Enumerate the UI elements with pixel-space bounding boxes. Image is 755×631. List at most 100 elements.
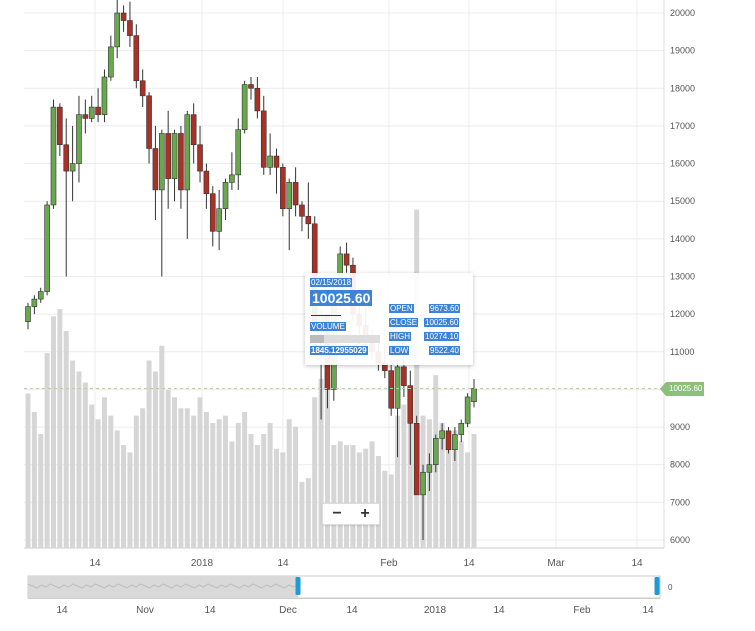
candle <box>114 0 120 59</box>
candle <box>178 125 184 209</box>
y-axis-ticks: 6000700080009000100001100012000130001400… <box>670 8 695 545</box>
tooltip-price: 10025.60 <box>310 290 373 306</box>
zoom-controls: − + <box>322 503 380 525</box>
tooltip-date: 02/15/2018 <box>310 278 353 287</box>
zoom-out-button[interactable]: − <box>332 505 342 522</box>
tooltip-high-label: HIGH <box>389 332 411 341</box>
candle <box>120 5 127 32</box>
volume-bar <box>108 415 114 548</box>
candle-body-up <box>114 12 120 48</box>
navigator-tick-label: 2018 <box>424 605 447 616</box>
volume-bar <box>235 422 241 548</box>
navigator-tick-label: 14 <box>204 605 216 616</box>
candle <box>88 95 95 123</box>
volume-bar <box>375 456 381 548</box>
candle <box>171 129 178 202</box>
volume-bar <box>184 408 190 548</box>
volume-bar <box>280 452 286 548</box>
candle-body-down <box>197 144 203 172</box>
volume-bar <box>318 378 324 548</box>
volume-bar <box>382 470 388 548</box>
tooltip-low-label: LOW <box>389 346 410 355</box>
x-tick-label: 14 <box>277 558 289 569</box>
candle <box>407 370 414 465</box>
candle <box>413 415 420 496</box>
candle-body-down <box>57 106 63 146</box>
volume-bar <box>407 389 413 548</box>
navigator-tick-label: Nov <box>136 605 154 616</box>
candle-body-down <box>63 144 70 172</box>
volume-bar <box>203 411 209 548</box>
candle-body-down <box>178 133 184 191</box>
candle <box>286 178 293 251</box>
volume-bar <box>369 441 375 548</box>
candle <box>165 110 171 209</box>
candle-body-up <box>171 133 178 179</box>
navigator-right-handle <box>654 577 660 595</box>
tooltip-low-value: 9522.40 <box>429 346 460 355</box>
volume-bar <box>254 445 260 548</box>
y-tick-label: 11000 <box>670 347 694 357</box>
volume-bar <box>312 397 318 548</box>
candle <box>394 363 401 458</box>
volume-bar <box>401 404 407 548</box>
volume-bar <box>152 371 158 548</box>
volume-bar <box>261 434 267 548</box>
volume-bar <box>439 422 445 548</box>
zoom-in-button[interactable]: + <box>360 505 370 522</box>
volume-bar <box>210 422 216 548</box>
candle <box>343 242 350 273</box>
y-tick-label: 17000 <box>670 121 695 131</box>
volume-bar <box>229 441 235 548</box>
candle <box>95 88 101 123</box>
volume-bar <box>101 397 107 548</box>
candle <box>388 359 394 416</box>
volume-bar <box>57 308 63 548</box>
candle <box>184 110 191 239</box>
navigator-series <box>27 583 299 589</box>
candle-body-down <box>248 84 254 89</box>
candle <box>37 287 44 303</box>
y-tick-label: 20000 <box>670 8 695 18</box>
candle <box>241 80 248 134</box>
x-tick-label: 14 <box>463 558 475 569</box>
navigator-tick-label: 14 <box>642 605 654 616</box>
volume-bar <box>44 353 50 548</box>
candle <box>229 152 235 190</box>
candle <box>152 125 159 221</box>
candle <box>44 201 50 296</box>
candle-body-down <box>401 366 407 386</box>
candle-body-down <box>152 148 159 191</box>
grid-lines <box>24 0 665 549</box>
navigator-handle <box>295 577 301 595</box>
volume-bar <box>114 430 120 548</box>
candle <box>203 163 210 209</box>
candle <box>280 163 286 217</box>
candle <box>133 24 140 89</box>
candle-body-up <box>286 182 293 210</box>
candle <box>197 125 203 183</box>
candle <box>159 129 165 277</box>
candle-body-up <box>471 388 477 403</box>
candle-body-down <box>280 167 286 210</box>
candle <box>235 118 242 190</box>
navigator[interactable]: 14 Nov 14 Dec 14 2018 14 Feb 14 <box>27 575 661 616</box>
candle-body-up <box>101 76 108 115</box>
candle <box>146 92 152 164</box>
volume-bar <box>178 408 184 548</box>
volume-bar <box>63 331 69 548</box>
candle <box>432 434 439 473</box>
candle <box>273 148 280 194</box>
candle-body-down <box>209 193 216 232</box>
candle-body-up <box>229 174 235 183</box>
candle-body-up <box>50 106 57 206</box>
candle <box>452 427 458 461</box>
candle-body-up <box>235 129 242 176</box>
candle <box>209 186 216 247</box>
candle-body-up <box>44 204 50 292</box>
tooltip-close-value: 10025.60 <box>424 318 460 327</box>
volume-bar <box>344 445 350 548</box>
tooltip-volume-label: VOLUME <box>310 322 346 331</box>
volume-bar <box>133 415 139 548</box>
candle <box>254 76 261 119</box>
